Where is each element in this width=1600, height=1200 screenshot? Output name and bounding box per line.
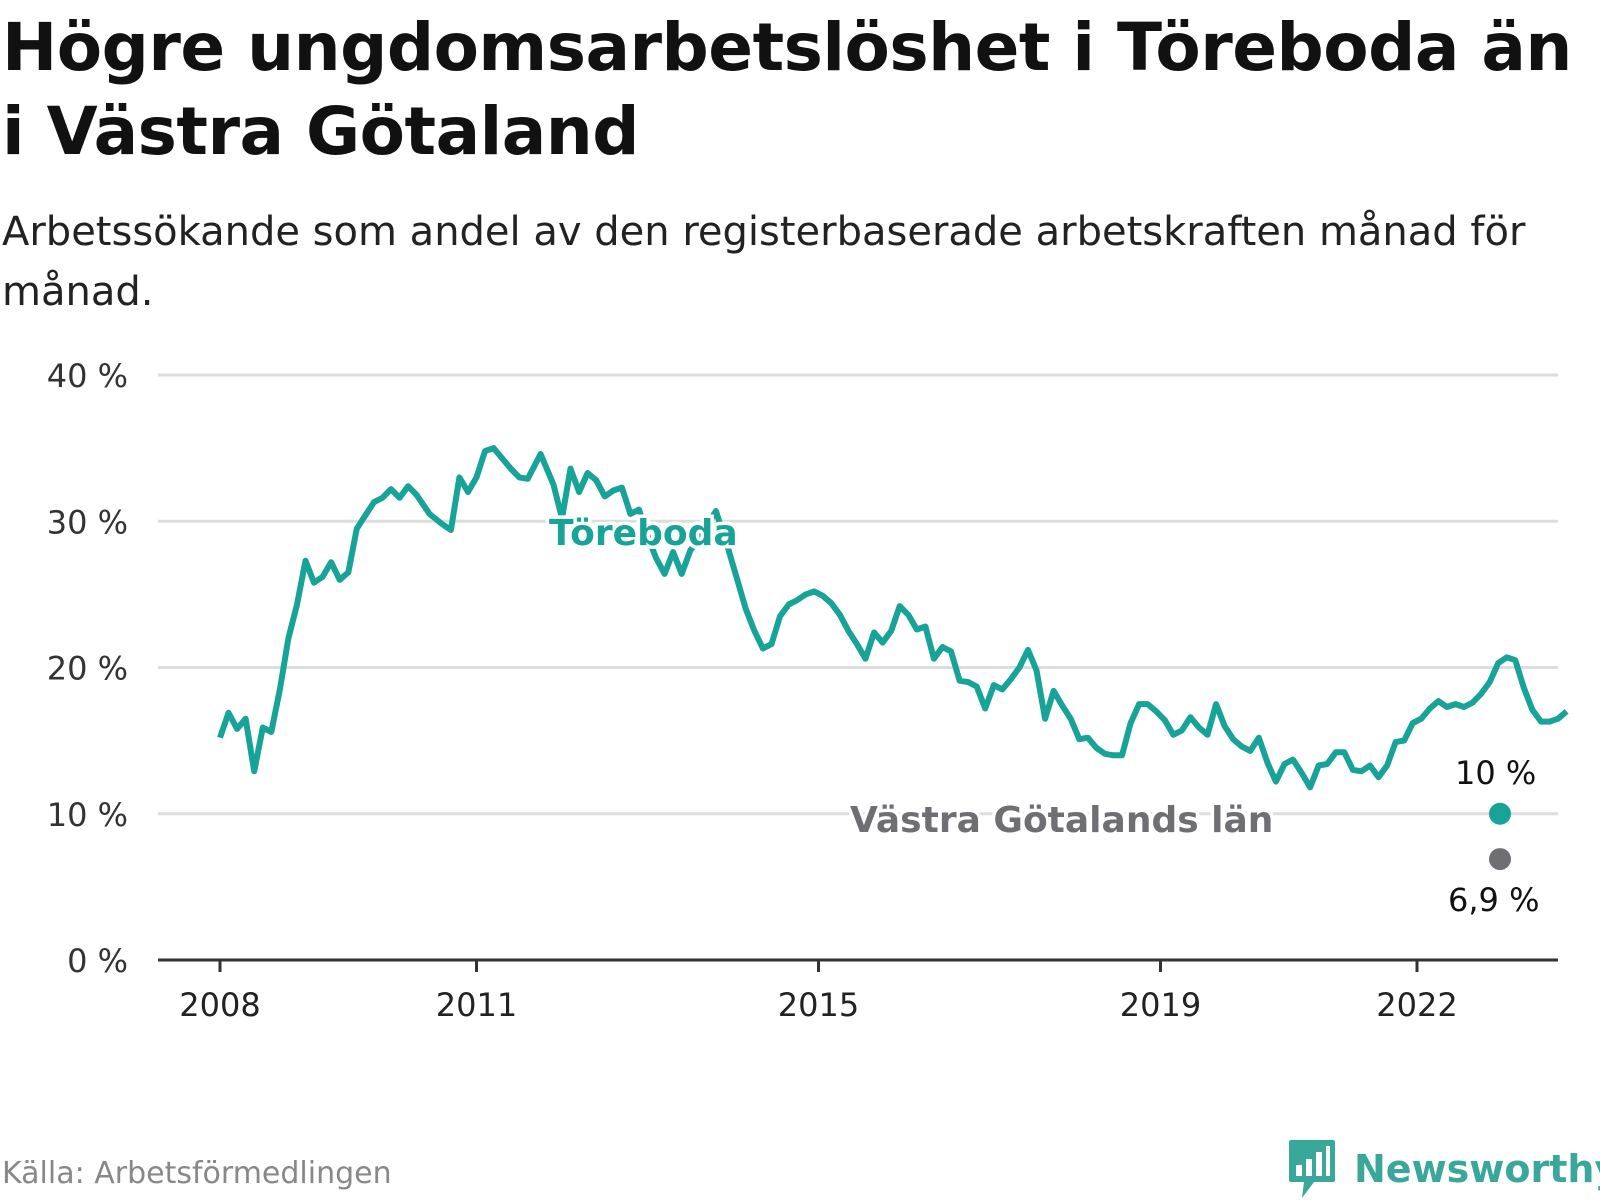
- series-line-toreboda: [217, 445, 1569, 791]
- x-tick-label: 2022: [1376, 986, 1457, 1024]
- newsworthy-logo-icon: [1289, 1140, 1335, 1198]
- end-marker-vastra-gotaland: [1489, 848, 1511, 871]
- y-axis-tick-labels: 0 % 10 % 20 % 30 % 40 %: [47, 357, 128, 980]
- y-tick-label: 20 %: [47, 650, 128, 688]
- x-tick-label: 2019: [1120, 986, 1201, 1024]
- x-tick-label: 2015: [778, 986, 859, 1024]
- y-tick-label: 40 %: [47, 357, 128, 395]
- series-label-vastra-gotaland: Västra Götalands län: [850, 800, 1273, 841]
- y-tick-label: 10 %: [47, 796, 128, 834]
- chart-subtitle: Arbetssökande som andel av den registerb…: [2, 209, 1526, 315]
- brand-logo-block[interactable]: Newsworthy: [1288, 1138, 1600, 1200]
- x-axis-ticks: 2008 2011 2015 2019 2022: [179, 960, 1458, 1024]
- source-note: Källa: Arbetsförmedlingen: [2, 1156, 392, 1191]
- y-tick-label: 30 %: [47, 503, 128, 541]
- end-marker-toreboda: [1489, 802, 1511, 825]
- line-chart: 0 % 10 % 20 % 30 % 40 % Töreboda Västra Göta…: [47, 357, 1569, 1024]
- end-value-label-toreboda: 10 %: [1455, 754, 1536, 792]
- end-value-label-vastra-gotaland: 6,9 %: [1448, 881, 1539, 919]
- series-label-toreboda: Töreboda: [549, 513, 738, 554]
- chart-title: Högre ungdomsarbetslöshet i Töreboda än …: [2, 9, 1572, 170]
- x-tick-label: 2011: [436, 986, 517, 1024]
- y-tick-label: 0 %: [67, 942, 128, 980]
- x-tick-label: 2008: [179, 986, 260, 1024]
- brand-name: Newsworthy: [1354, 1147, 1600, 1191]
- gridlines: [158, 373, 1558, 816]
